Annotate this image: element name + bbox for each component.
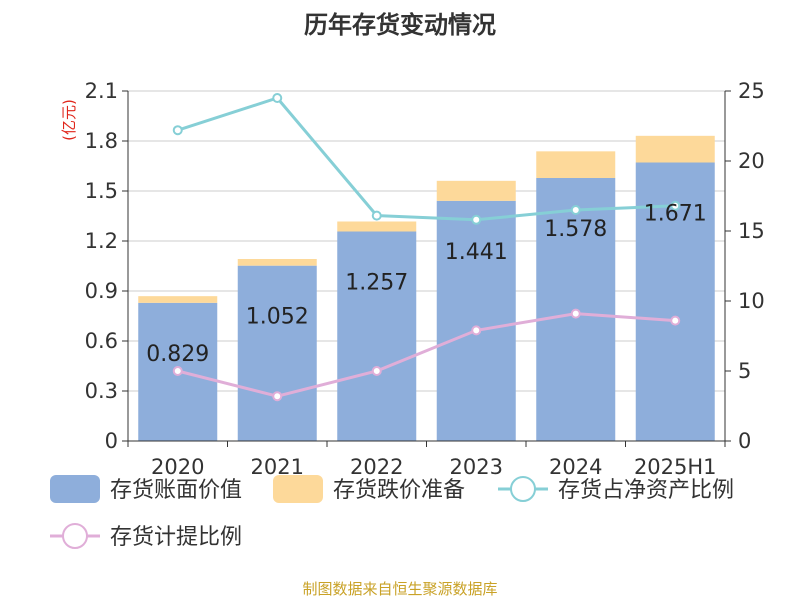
x-tick-label: 2025H1 (634, 455, 717, 479)
point-ratio-to-net-assets (371, 210, 382, 221)
legend-label: 存货账面价值 (110, 478, 242, 503)
right-tick-label: 15 (738, 219, 765, 243)
bar-impairment-reserve (436, 180, 516, 201)
point-ratio-to-net-assets (172, 125, 183, 136)
bar-impairment-reserve (536, 151, 616, 178)
point-provision-ratio (172, 366, 183, 376)
left-tick-label: 2.1 (85, 79, 118, 103)
legend-marker (62, 523, 88, 549)
right-tick-label: 5 (738, 359, 751, 383)
bar-data-label: 1.441 (445, 240, 508, 265)
point-ratio-to-net-assets (471, 214, 482, 225)
x-tick-label: 2023 (450, 455, 503, 479)
bar-data-label: 0.829 (146, 342, 209, 367)
legend-swatch (50, 475, 100, 503)
bars (138, 135, 715, 441)
gridlines (128, 90, 725, 392)
x-tick-label: 2022 (350, 455, 403, 479)
left-tick-label: 0 (105, 429, 118, 453)
left-tick-label: 1.8 (85, 129, 118, 153)
bar-impairment-reserve (237, 259, 317, 266)
x-tick-label: 2024 (549, 455, 602, 479)
bar-book-value (237, 265, 317, 441)
bar-data-label: 1.052 (246, 305, 309, 330)
right-tick-label: 20 (738, 149, 765, 173)
point-ratio-to-net-assets (670, 200, 681, 211)
right-tick-label: 0 (738, 429, 751, 453)
bar-data-label: 1.578 (544, 217, 607, 242)
legend-marker (510, 476, 536, 502)
data-labels: 0.829 1.052 1.257 1.441 1.578 1.671 (146, 202, 706, 367)
bar-book-value (337, 231, 417, 441)
bar-impairment-reserve (138, 296, 218, 303)
line-provision-ratio (177, 312, 676, 398)
bar-book-value (436, 200, 516, 441)
legend-label: 存货跌价准备 (333, 478, 465, 503)
source-note: 制图数据来自恒生聚源数据库 (302, 580, 497, 598)
line-ratio-to-net-assets (177, 96, 676, 222)
lines (172, 93, 681, 402)
legend-swatch (273, 475, 323, 503)
point-provision-ratio (471, 325, 482, 336)
x-tick-label: 2020 (151, 455, 204, 479)
left-tick-label: 1.2 (85, 229, 118, 253)
point-provision-ratio (570, 308, 581, 319)
right-tick-label: 25 (738, 79, 765, 103)
left-tick-label: 1.5 (85, 179, 118, 203)
left-tick-label: 0.9 (85, 279, 118, 303)
bar-impairment-reserve (337, 221, 417, 232)
point-provision-ratio (371, 366, 382, 376)
bar-data-label: 1.257 (345, 271, 408, 296)
bar-data-label: 1.671 (644, 202, 707, 227)
legend-label: 存货计提比例 (110, 525, 242, 550)
right-tick-label: 10 (738, 289, 765, 313)
left-tick-label: 0.6 (85, 329, 118, 353)
point-ratio-to-net-assets (570, 205, 581, 215)
bar-impairment-reserve (635, 135, 715, 163)
chart-title: 历年存货变动情况 (304, 11, 496, 39)
point-provision-ratio (670, 315, 681, 326)
left-axis-unit: (亿元) (60, 99, 78, 141)
point-provision-ratio (272, 391, 283, 402)
point-ratio-to-net-assets (272, 93, 283, 103)
left-tick-label: 0.3 (85, 379, 118, 403)
legend-label: 存货占净资产比例 (558, 478, 734, 503)
